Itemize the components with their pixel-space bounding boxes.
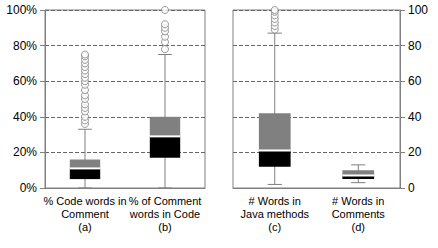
svg-text:40: 40 xyxy=(408,110,422,124)
svg-text:% of Comment: % of Comment xyxy=(129,195,202,207)
svg-text:words in Code: words in Code xyxy=(129,208,200,220)
svg-text:80%: 80% xyxy=(13,39,37,53)
svg-text:0%: 0% xyxy=(20,181,38,195)
svg-text:Java methods: Java methods xyxy=(241,208,310,220)
svg-text:100: 100 xyxy=(408,3,428,17)
svg-text:Comments: Comments xyxy=(332,208,386,220)
svg-text:100%: 100% xyxy=(6,3,37,17)
svg-text:# Words in: # Words in xyxy=(249,195,301,207)
svg-text:40%: 40% xyxy=(13,110,37,124)
svg-text:% Code words in: % Code words in xyxy=(43,195,126,207)
svg-text:(c): (c) xyxy=(268,221,281,233)
svg-text:(b): (b) xyxy=(158,221,171,233)
svg-text:20%: 20% xyxy=(13,145,37,159)
svg-text:(a): (a) xyxy=(78,221,91,233)
svg-text:80: 80 xyxy=(408,39,422,53)
svg-text:(d): (d) xyxy=(352,221,365,233)
svg-text:0: 0 xyxy=(408,181,415,195)
svg-text:60%: 60% xyxy=(13,74,37,88)
svg-text:20: 20 xyxy=(408,145,422,159)
svg-text:60: 60 xyxy=(408,74,422,88)
svg-text:# Words in: # Words in xyxy=(332,195,384,207)
svg-text:Comment: Comment xyxy=(61,208,109,220)
